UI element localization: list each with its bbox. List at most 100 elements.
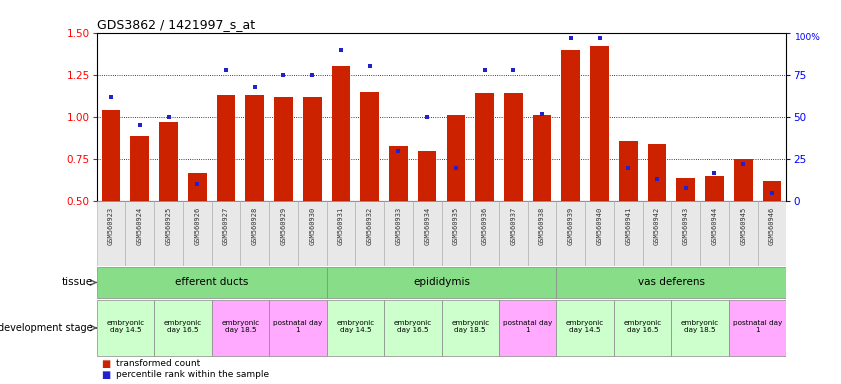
Text: efferent ducts: efferent ducts (175, 278, 248, 288)
FancyBboxPatch shape (183, 201, 212, 266)
Text: GSM560923: GSM560923 (108, 207, 114, 245)
Text: GSM560938: GSM560938 (539, 207, 545, 245)
Text: GSM560942: GSM560942 (654, 207, 660, 245)
Bar (331, 66, 351, 201)
Text: postnatal day
1: postnatal day 1 (273, 320, 322, 333)
Text: postnatal day
1: postnatal day 1 (733, 320, 782, 333)
Text: GSM560933: GSM560933 (395, 207, 401, 245)
Text: embryonic
day 16.5: embryonic day 16.5 (164, 320, 202, 333)
Text: embryonic
day 18.5: embryonic day 18.5 (681, 320, 719, 333)
FancyBboxPatch shape (470, 201, 499, 266)
Bar (475, 93, 494, 201)
FancyBboxPatch shape (729, 300, 786, 356)
Bar (159, 122, 178, 201)
Text: transformed count: transformed count (116, 359, 200, 368)
FancyBboxPatch shape (614, 300, 671, 356)
FancyBboxPatch shape (298, 201, 326, 266)
Text: GSM560926: GSM560926 (194, 207, 200, 245)
Text: embryonic
day 16.5: embryonic day 16.5 (623, 320, 662, 333)
FancyBboxPatch shape (671, 300, 729, 356)
FancyBboxPatch shape (384, 201, 413, 266)
FancyBboxPatch shape (729, 201, 758, 266)
Bar (102, 110, 120, 201)
Bar (274, 97, 293, 201)
FancyBboxPatch shape (442, 300, 499, 356)
FancyBboxPatch shape (499, 201, 528, 266)
Text: GSM560945: GSM560945 (740, 207, 746, 245)
FancyBboxPatch shape (528, 201, 557, 266)
Bar (303, 97, 321, 201)
Bar (217, 95, 235, 201)
Text: GSM560931: GSM560931 (338, 207, 344, 245)
Text: epididymis: epididymis (413, 278, 470, 288)
Text: GSM560944: GSM560944 (711, 207, 717, 245)
FancyBboxPatch shape (671, 201, 700, 266)
Text: embryonic
day 14.5: embryonic day 14.5 (106, 320, 145, 333)
FancyBboxPatch shape (241, 201, 269, 266)
Text: GSM560934: GSM560934 (424, 207, 430, 245)
Text: GSM560924: GSM560924 (137, 207, 143, 245)
Bar (648, 144, 666, 201)
Text: ■: ■ (101, 359, 110, 369)
FancyBboxPatch shape (557, 201, 585, 266)
Text: percentile rank within the sample: percentile rank within the sample (116, 370, 269, 379)
FancyBboxPatch shape (97, 300, 154, 356)
FancyBboxPatch shape (557, 267, 786, 298)
Text: GSM560943: GSM560943 (683, 207, 689, 245)
Text: GSM560927: GSM560927 (223, 207, 229, 245)
Text: GSM560930: GSM560930 (309, 207, 315, 245)
FancyBboxPatch shape (700, 201, 729, 266)
Bar (130, 136, 149, 201)
Bar (619, 141, 637, 201)
Bar (562, 50, 580, 201)
FancyBboxPatch shape (585, 201, 614, 266)
Bar (418, 151, 436, 201)
FancyBboxPatch shape (643, 201, 671, 266)
Text: embryonic
day 14.5: embryonic day 14.5 (566, 320, 605, 333)
Text: embryonic
day 18.5: embryonic day 18.5 (221, 320, 260, 333)
FancyBboxPatch shape (413, 201, 442, 266)
Bar (590, 46, 609, 201)
Text: GSM560936: GSM560936 (482, 207, 488, 245)
FancyBboxPatch shape (212, 300, 269, 356)
Text: development stage: development stage (0, 323, 93, 333)
Text: GDS3862 / 1421997_s_at: GDS3862 / 1421997_s_at (97, 18, 255, 31)
Text: GSM560935: GSM560935 (453, 207, 459, 245)
Bar (532, 115, 552, 201)
FancyBboxPatch shape (326, 201, 355, 266)
FancyBboxPatch shape (355, 201, 384, 266)
Bar (246, 95, 264, 201)
Text: postnatal day
1: postnatal day 1 (503, 320, 553, 333)
FancyBboxPatch shape (212, 201, 241, 266)
FancyBboxPatch shape (557, 300, 614, 356)
Text: embryonic
day 18.5: embryonic day 18.5 (451, 320, 489, 333)
Text: GSM560937: GSM560937 (510, 207, 516, 245)
Bar (676, 178, 696, 201)
FancyBboxPatch shape (269, 201, 298, 266)
Text: GSM560941: GSM560941 (626, 207, 632, 245)
Text: tissue: tissue (61, 278, 93, 288)
FancyBboxPatch shape (614, 201, 643, 266)
Text: GSM560932: GSM560932 (367, 207, 373, 245)
FancyBboxPatch shape (154, 300, 212, 356)
Text: GSM560928: GSM560928 (251, 207, 257, 245)
FancyBboxPatch shape (97, 201, 125, 266)
Bar (763, 181, 781, 201)
Text: vas deferens: vas deferens (637, 278, 705, 288)
Bar (360, 92, 379, 201)
Bar (705, 176, 724, 201)
Text: GSM560939: GSM560939 (568, 207, 574, 245)
Text: GSM560925: GSM560925 (166, 207, 172, 245)
FancyBboxPatch shape (326, 267, 557, 298)
Bar (188, 173, 207, 201)
FancyBboxPatch shape (384, 300, 442, 356)
Text: GSM560929: GSM560929 (281, 207, 287, 245)
Text: 100%: 100% (795, 33, 821, 41)
Text: GSM560946: GSM560946 (769, 207, 775, 245)
FancyBboxPatch shape (442, 201, 470, 266)
Bar (734, 159, 753, 201)
FancyBboxPatch shape (97, 267, 326, 298)
Text: GSM560940: GSM560940 (596, 207, 602, 245)
FancyBboxPatch shape (154, 201, 183, 266)
Bar (504, 93, 523, 201)
